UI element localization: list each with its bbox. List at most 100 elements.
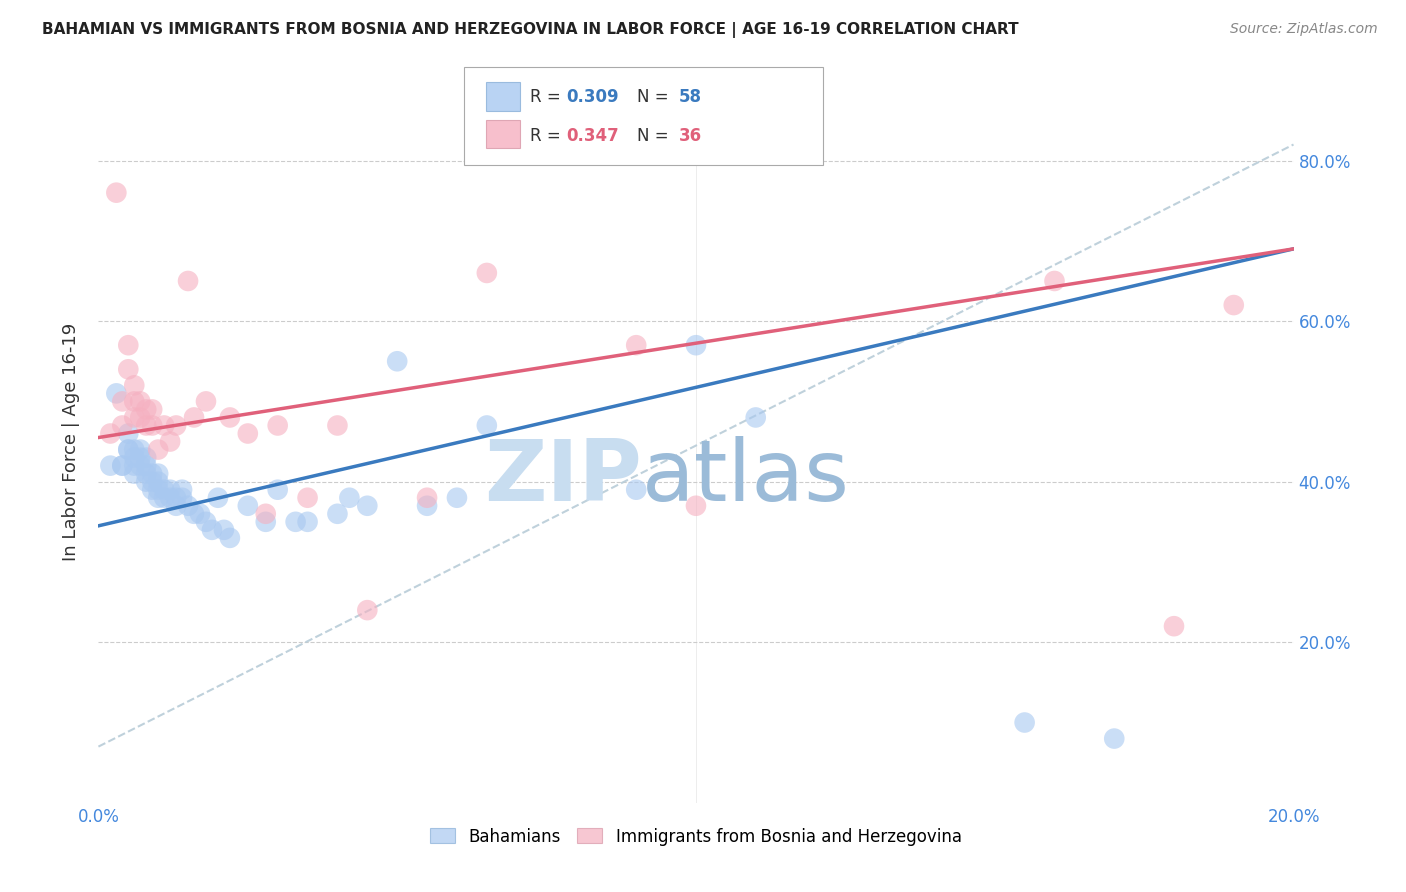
Point [475, 266, 498, 280]
Point [297, 515, 319, 529]
Point [416, 491, 439, 505]
Point [165, 499, 187, 513]
Point [219, 410, 242, 425]
Text: 36: 36 [679, 127, 702, 145]
Point [129, 458, 152, 473]
Point [416, 499, 439, 513]
Point [141, 483, 163, 497]
Point [297, 491, 319, 505]
Point [124, 410, 146, 425]
Point [183, 410, 205, 425]
Point [124, 442, 146, 457]
Point [356, 603, 378, 617]
Point [188, 507, 211, 521]
Point [267, 483, 290, 497]
Point [135, 450, 157, 465]
Point [117, 338, 139, 352]
Text: Source: ZipAtlas.com: Source: ZipAtlas.com [1230, 22, 1378, 37]
Point [183, 507, 205, 521]
Point [98, 458, 122, 473]
Point [159, 483, 181, 497]
Point [129, 450, 152, 465]
Point [212, 523, 235, 537]
Point [1223, 298, 1246, 312]
Point [135, 475, 157, 489]
Point [141, 402, 163, 417]
Text: ZIP: ZIP [485, 436, 643, 519]
Point [685, 499, 707, 513]
Point [153, 418, 176, 433]
Point [105, 386, 128, 401]
Point [98, 426, 122, 441]
Y-axis label: In Labor Force | Age 16-19: In Labor Force | Age 16-19 [62, 322, 80, 561]
Point [626, 483, 648, 497]
Point [165, 418, 187, 433]
Point [356, 499, 378, 513]
Point [117, 442, 139, 457]
Text: BAHAMIAN VS IMMIGRANTS FROM BOSNIA AND HERZEGOVINA IN LABOR FORCE | AGE 16-19 CO: BAHAMIAN VS IMMIGRANTS FROM BOSNIA AND H… [42, 22, 1019, 38]
Point [111, 418, 134, 433]
Point [195, 515, 218, 529]
Point [124, 450, 146, 465]
Point [1163, 619, 1185, 633]
Point [177, 499, 200, 513]
Point [159, 434, 181, 449]
Text: 0.309: 0.309 [567, 88, 619, 106]
Point [177, 274, 200, 288]
Text: N =: N = [637, 88, 668, 106]
Point [172, 491, 194, 505]
Legend: Bahamians, Immigrants from Bosnia and Herzegovina: Bahamians, Immigrants from Bosnia and He… [423, 821, 969, 852]
Point [153, 491, 176, 505]
Point [135, 467, 157, 481]
Point [745, 410, 768, 425]
Point [124, 458, 146, 473]
Point [1014, 715, 1036, 730]
Point [201, 523, 224, 537]
Point [254, 507, 277, 521]
Point [626, 338, 648, 352]
Point [685, 338, 707, 352]
Point [172, 483, 194, 497]
Text: 0.347: 0.347 [567, 127, 620, 145]
Point [148, 442, 170, 457]
Point [111, 394, 134, 409]
Point [129, 410, 152, 425]
Point [148, 483, 170, 497]
Point [153, 483, 176, 497]
Point [124, 378, 146, 392]
Point [236, 426, 259, 441]
Point [254, 515, 277, 529]
Text: atlas: atlas [643, 436, 851, 519]
Point [475, 418, 498, 433]
Point [135, 418, 157, 433]
Point [267, 418, 290, 433]
Point [117, 442, 139, 457]
Point [117, 426, 139, 441]
Text: 58: 58 [679, 88, 702, 106]
Point [135, 402, 157, 417]
Point [326, 418, 349, 433]
Point [135, 458, 157, 473]
Point [195, 394, 218, 409]
Point [141, 475, 163, 489]
Point [148, 475, 170, 489]
Point [1104, 731, 1126, 746]
Point [105, 186, 128, 200]
Point [339, 491, 361, 505]
Point [148, 467, 170, 481]
Point [129, 394, 152, 409]
Point [159, 491, 181, 505]
Text: N =: N = [637, 127, 668, 145]
Point [446, 491, 468, 505]
Text: R =: R = [530, 127, 567, 145]
Point [141, 418, 163, 433]
Point [148, 491, 170, 505]
Point [129, 442, 152, 457]
Point [111, 458, 134, 473]
Point [141, 467, 163, 481]
Point [124, 394, 146, 409]
Point [219, 531, 242, 545]
Point [385, 354, 409, 368]
Point [207, 491, 229, 505]
Point [117, 362, 139, 376]
